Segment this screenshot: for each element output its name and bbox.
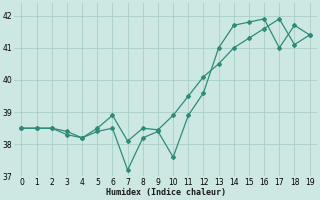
X-axis label: Humidex (Indice chaleur): Humidex (Indice chaleur) — [106, 188, 226, 197]
